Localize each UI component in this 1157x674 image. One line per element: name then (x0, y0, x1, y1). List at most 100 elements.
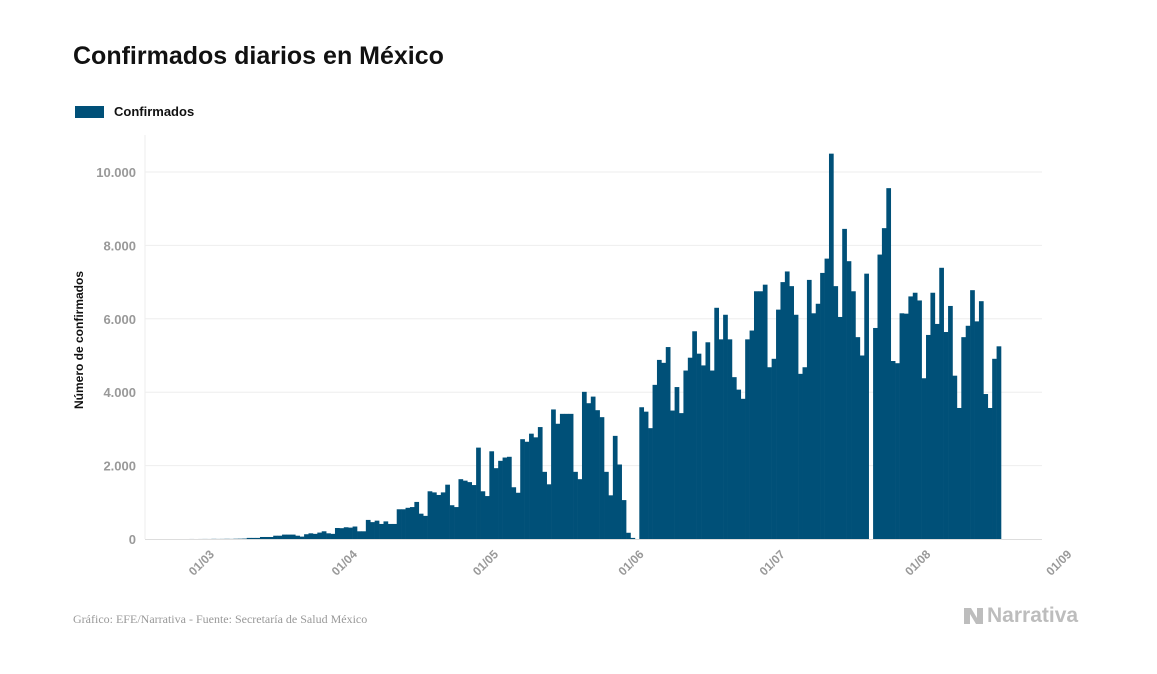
y-tick-label: 0 (129, 532, 136, 547)
bar (846, 261, 852, 539)
bar (476, 447, 481, 539)
bar (621, 500, 627, 539)
logo-text: Narrativa (987, 604, 1079, 627)
bar (758, 291, 764, 539)
bar (308, 533, 314, 539)
bar (449, 505, 455, 539)
bar (608, 495, 614, 539)
bar (427, 491, 433, 539)
bar (286, 534, 292, 539)
bar (736, 389, 742, 539)
bar (948, 305, 953, 539)
bar (524, 441, 530, 539)
bar (529, 433, 534, 539)
bar (731, 377, 737, 539)
bar (824, 258, 830, 539)
x-tick-label: 01/06 (615, 547, 646, 578)
bar (299, 536, 305, 539)
bar (626, 532, 631, 539)
x-tick-label: 01/09 (1043, 547, 1074, 578)
bar (917, 300, 922, 539)
bar (789, 286, 794, 539)
bar (357, 531, 362, 539)
bar (295, 535, 300, 539)
bar (992, 358, 997, 539)
bar (264, 536, 270, 539)
bar (436, 494, 442, 539)
legend-swatch (75, 105, 104, 118)
bar (498, 460, 503, 539)
bar (956, 407, 962, 539)
bar (705, 342, 711, 539)
bar (282, 534, 287, 539)
y-axis-title: Número de confirmados (72, 271, 86, 409)
bar (467, 482, 473, 539)
bar (559, 413, 565, 539)
bar (890, 361, 896, 539)
bar (502, 457, 508, 539)
bar (683, 370, 689, 539)
bar (515, 492, 521, 539)
bar (687, 357, 693, 539)
bar (493, 468, 499, 539)
bar (462, 480, 468, 539)
bar (802, 367, 808, 539)
bar (334, 527, 340, 539)
bar (656, 359, 662, 539)
bar (445, 484, 450, 539)
x-tick-label: 01/03 (186, 547, 217, 578)
bar (842, 228, 847, 539)
chart-title: Confirmados diarios en México (73, 42, 444, 70)
bar (533, 437, 539, 539)
bar (273, 535, 278, 539)
bar (727, 339, 733, 539)
bar (740, 398, 746, 539)
bar (489, 451, 495, 539)
bar (586, 403, 592, 539)
bar (506, 456, 512, 539)
bar (837, 316, 843, 539)
bar (828, 153, 834, 539)
bar (939, 267, 944, 539)
y-tick-label: 8.000 (103, 238, 136, 253)
bar (379, 523, 384, 539)
bar (873, 327, 878, 539)
bar (599, 417, 605, 539)
bar (974, 321, 980, 539)
bar (815, 303, 821, 539)
source-note: Gráfico: EFE/Narrativa - Fuente: Secreta… (73, 612, 368, 626)
bar (908, 296, 914, 539)
bar (665, 347, 671, 539)
bar (934, 323, 940, 539)
bar (339, 528, 345, 539)
bar (776, 309, 781, 539)
legend: Confirmados (75, 104, 194, 119)
bar (604, 471, 609, 539)
bar (987, 407, 993, 539)
bar (851, 291, 856, 539)
bar (568, 413, 574, 539)
bar (595, 410, 600, 539)
bar (251, 537, 256, 539)
bar (943, 332, 949, 539)
bar (330, 533, 336, 539)
bar (965, 325, 971, 539)
bar (833, 286, 839, 539)
x-tick-label: 01/05 (470, 547, 501, 578)
bar (617, 464, 622, 539)
bar (820, 272, 825, 539)
bar (454, 507, 459, 539)
bar (409, 507, 415, 539)
bar (745, 339, 750, 539)
bar (612, 435, 618, 539)
legend-label: Confirmados (114, 104, 195, 119)
bar (370, 522, 375, 539)
bar (573, 471, 578, 539)
bar (639, 407, 645, 539)
bar (590, 396, 596, 539)
bar (952, 375, 958, 539)
bar (961, 337, 967, 539)
bar (793, 314, 799, 539)
bar (520, 439, 525, 539)
bar (679, 413, 684, 539)
